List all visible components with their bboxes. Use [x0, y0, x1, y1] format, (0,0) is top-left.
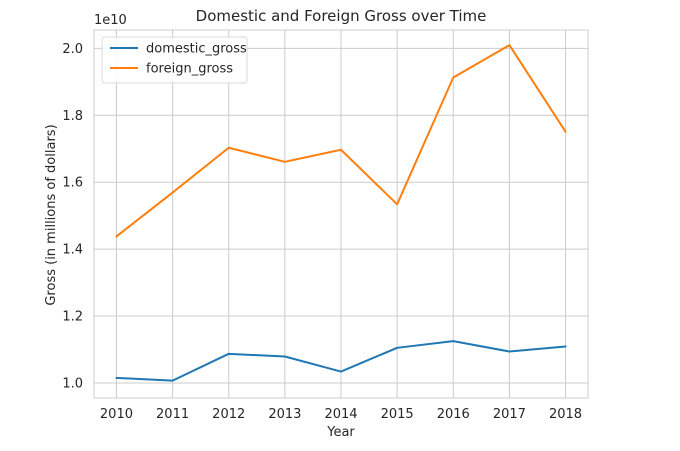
- x-tick-label: 2018: [549, 407, 582, 422]
- x-axis-ticks: 2010 2011 2012 2013 2014 2015 2016 2017 2018: [100, 407, 582, 422]
- y-tick-label: 1.0: [62, 376, 83, 391]
- y-offset-label: 1e10: [94, 13, 127, 28]
- grid: [94, 30, 588, 398]
- x-tick-label: 2010: [100, 407, 133, 422]
- y-tick-label: 2.0: [62, 42, 83, 57]
- y-axis-ticks: 1.0 1.2 1.4 1.6 1.8 2.0: [62, 42, 83, 392]
- series-line-domestic-gross: [115, 340, 567, 382]
- y-tick-label: 1.2: [62, 310, 83, 325]
- x-tick-label: 2017: [493, 407, 526, 422]
- series-lines: [115, 44, 567, 382]
- legend-box: [101, 36, 248, 84]
- x-tick-label: 2015: [381, 407, 414, 422]
- x-tick-label: 2016: [437, 407, 470, 422]
- y-tick-label: 1.6: [62, 176, 83, 191]
- chart-title: Domestic and Foreign Gross over Time: [196, 7, 487, 25]
- y-tick-label: 1.8: [62, 109, 83, 124]
- legend-label: foreign_gross: [146, 62, 233, 77]
- series-line-foreign-gross: [115, 44, 567, 238]
- x-axis-label: Year: [326, 425, 355, 440]
- legend-label: domestic_gross: [146, 42, 247, 57]
- y-tick-label: 1.4: [62, 243, 83, 258]
- x-tick-label: 2012: [212, 407, 245, 422]
- x-tick-label: 2014: [324, 407, 357, 422]
- x-tick-label: 2013: [268, 407, 301, 422]
- y-axis-label: Gross (in millions of dollars): [44, 124, 59, 305]
- plot-area: [93, 29, 589, 399]
- x-tick-label: 2011: [156, 407, 189, 422]
- legend: domestic_gross foreign_gross: [101, 36, 248, 84]
